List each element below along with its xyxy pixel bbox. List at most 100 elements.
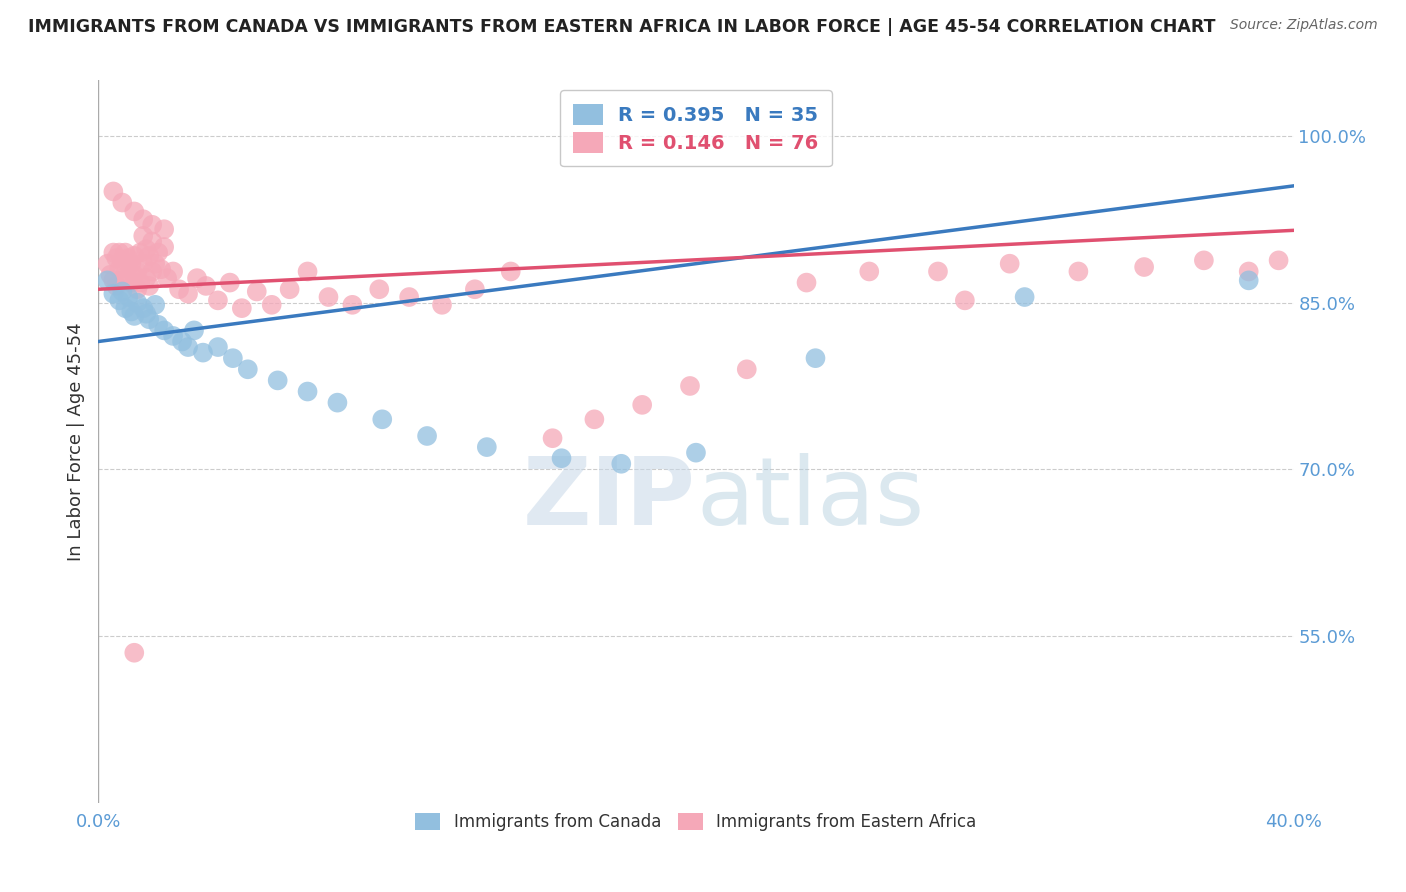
Point bbox=[96, 257, 118, 271]
Point bbox=[207, 293, 229, 308]
Point bbox=[96, 273, 118, 287]
Point bbox=[108, 245, 131, 260]
Point bbox=[541, 431, 564, 445]
Point bbox=[114, 260, 136, 274]
Point bbox=[191, 345, 214, 359]
Point bbox=[679, 379, 702, 393]
Point bbox=[183, 323, 205, 337]
Point bbox=[195, 279, 218, 293]
Point bbox=[141, 264, 163, 278]
Point bbox=[120, 257, 142, 271]
Point bbox=[1267, 253, 1289, 268]
Point bbox=[127, 264, 149, 278]
Point bbox=[103, 245, 125, 260]
Point bbox=[499, 264, 522, 278]
Point bbox=[207, 340, 229, 354]
Point bbox=[267, 373, 290, 387]
Point bbox=[162, 264, 184, 278]
Point bbox=[1133, 260, 1156, 274]
Y-axis label: In Labor Force | Age 45-54: In Labor Force | Age 45-54 bbox=[66, 322, 84, 561]
Point bbox=[111, 253, 134, 268]
Point bbox=[1237, 273, 1260, 287]
Point bbox=[583, 412, 606, 426]
Point bbox=[135, 271, 157, 285]
Point bbox=[141, 218, 163, 232]
Point bbox=[127, 295, 149, 310]
Point bbox=[430, 298, 453, 312]
Point bbox=[631, 398, 654, 412]
Point bbox=[124, 249, 146, 263]
Point bbox=[132, 257, 155, 271]
Point bbox=[246, 285, 269, 299]
Point bbox=[398, 290, 420, 304]
Point bbox=[105, 251, 128, 265]
Point bbox=[117, 268, 139, 282]
Point bbox=[167, 282, 190, 296]
Point bbox=[222, 351, 245, 366]
Point bbox=[132, 301, 155, 315]
Point bbox=[177, 340, 200, 354]
Point bbox=[278, 282, 301, 296]
Point bbox=[1067, 264, 1090, 278]
Point bbox=[132, 228, 155, 243]
Point bbox=[735, 362, 758, 376]
Point bbox=[371, 412, 394, 426]
Point bbox=[297, 384, 319, 399]
Point bbox=[108, 293, 131, 308]
Point bbox=[342, 298, 364, 312]
Point bbox=[326, 395, 349, 409]
Text: ZIP: ZIP bbox=[523, 453, 696, 545]
Point bbox=[117, 290, 139, 304]
Point bbox=[148, 318, 170, 332]
Point bbox=[129, 245, 152, 260]
Point bbox=[105, 279, 128, 293]
Point bbox=[135, 307, 157, 321]
Legend: Immigrants from Canada, Immigrants from Eastern Africa: Immigrants from Canada, Immigrants from … bbox=[409, 806, 983, 838]
Point bbox=[172, 334, 194, 349]
Point bbox=[138, 249, 160, 263]
Point bbox=[143, 257, 166, 271]
Point bbox=[998, 257, 1021, 271]
Point bbox=[927, 264, 949, 278]
Point bbox=[143, 298, 166, 312]
Point bbox=[153, 240, 176, 254]
Text: IMMIGRANTS FROM CANADA VS IMMIGRANTS FROM EASTERN AFRICA IN LABOR FORCE | AGE 45: IMMIGRANTS FROM CANADA VS IMMIGRANTS FRO… bbox=[28, 18, 1216, 36]
Point bbox=[103, 286, 125, 301]
Point bbox=[138, 312, 160, 326]
Point bbox=[111, 273, 134, 287]
Point bbox=[135, 242, 157, 256]
Point bbox=[120, 276, 142, 290]
Point bbox=[219, 276, 242, 290]
Point bbox=[1014, 290, 1036, 304]
Point bbox=[550, 451, 572, 466]
Point bbox=[153, 323, 176, 337]
Point bbox=[953, 293, 976, 308]
Point bbox=[260, 298, 283, 312]
Point bbox=[231, 301, 253, 315]
Point bbox=[162, 329, 184, 343]
Point bbox=[368, 282, 391, 296]
Point bbox=[108, 262, 131, 277]
Point bbox=[124, 309, 146, 323]
Point bbox=[103, 185, 125, 199]
Point bbox=[610, 457, 633, 471]
Point bbox=[464, 282, 486, 296]
Point bbox=[858, 264, 880, 278]
Point bbox=[111, 195, 134, 210]
Point bbox=[141, 235, 163, 249]
Point bbox=[98, 268, 122, 282]
Point bbox=[416, 429, 439, 443]
Point bbox=[117, 251, 139, 265]
Point bbox=[103, 273, 125, 287]
Point bbox=[685, 445, 707, 459]
Text: atlas: atlas bbox=[696, 453, 924, 545]
Point bbox=[1237, 264, 1260, 278]
Point bbox=[124, 268, 146, 282]
Point bbox=[186, 271, 208, 285]
Point bbox=[318, 290, 340, 304]
Point bbox=[129, 276, 152, 290]
Point bbox=[120, 304, 142, 318]
Point bbox=[124, 646, 146, 660]
Point bbox=[114, 301, 136, 315]
Point bbox=[297, 264, 319, 278]
